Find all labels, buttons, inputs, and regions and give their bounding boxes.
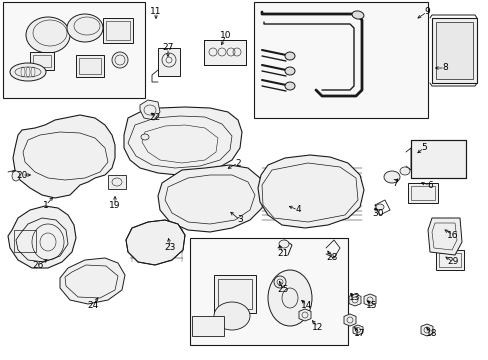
Ellipse shape bbox=[279, 240, 288, 248]
Text: 3: 3 bbox=[237, 216, 243, 225]
Bar bbox=[431, 18, 476, 83]
Text: 11: 11 bbox=[150, 8, 162, 17]
Polygon shape bbox=[352, 325, 362, 335]
Bar bbox=[435, 22, 472, 79]
Polygon shape bbox=[348, 294, 360, 306]
Text: 30: 30 bbox=[371, 208, 383, 217]
Ellipse shape bbox=[273, 276, 285, 288]
Ellipse shape bbox=[267, 270, 311, 326]
Polygon shape bbox=[258, 155, 363, 228]
Text: 23: 23 bbox=[164, 243, 175, 252]
Bar bbox=[407, 183, 437, 203]
Ellipse shape bbox=[375, 204, 383, 210]
Bar bbox=[108, 175, 126, 189]
Text: 28: 28 bbox=[325, 253, 337, 262]
Ellipse shape bbox=[214, 302, 249, 330]
Polygon shape bbox=[126, 220, 184, 265]
Polygon shape bbox=[60, 258, 125, 304]
Bar bbox=[192, 316, 224, 336]
Text: 9: 9 bbox=[423, 8, 429, 17]
Text: 5: 5 bbox=[420, 144, 426, 153]
Text: 13: 13 bbox=[348, 293, 360, 302]
Bar bbox=[410, 186, 434, 200]
Polygon shape bbox=[158, 165, 264, 232]
Text: 2: 2 bbox=[235, 158, 240, 167]
Bar bbox=[158, 48, 180, 76]
Polygon shape bbox=[124, 107, 242, 175]
Ellipse shape bbox=[26, 17, 70, 53]
Ellipse shape bbox=[141, 134, 149, 140]
Text: 19: 19 bbox=[109, 201, 121, 210]
Ellipse shape bbox=[351, 11, 363, 19]
Text: 16: 16 bbox=[447, 230, 458, 239]
Bar bbox=[203, 40, 245, 65]
Polygon shape bbox=[427, 218, 461, 255]
Text: 7: 7 bbox=[391, 179, 397, 188]
Bar bbox=[103, 18, 133, 43]
Bar bbox=[33, 55, 51, 67]
Polygon shape bbox=[420, 324, 432, 336]
Polygon shape bbox=[8, 206, 76, 268]
Text: 22: 22 bbox=[149, 113, 160, 122]
Ellipse shape bbox=[399, 167, 409, 175]
Text: 6: 6 bbox=[426, 180, 432, 189]
Ellipse shape bbox=[10, 63, 46, 81]
Ellipse shape bbox=[285, 67, 294, 75]
Bar bbox=[76, 55, 104, 77]
Ellipse shape bbox=[383, 171, 399, 183]
Polygon shape bbox=[343, 314, 355, 326]
Bar bbox=[203, 40, 245, 65]
Bar bbox=[3, 2, 145, 98]
Bar bbox=[190, 238, 347, 345]
Bar bbox=[218, 279, 251, 309]
Text: 4: 4 bbox=[295, 206, 300, 215]
Ellipse shape bbox=[285, 52, 294, 60]
Ellipse shape bbox=[282, 288, 297, 308]
Bar bbox=[30, 52, 54, 70]
Polygon shape bbox=[140, 100, 160, 120]
Bar bbox=[410, 140, 465, 178]
Text: 21: 21 bbox=[277, 248, 288, 257]
Text: 29: 29 bbox=[447, 257, 458, 266]
Ellipse shape bbox=[67, 14, 103, 42]
Bar bbox=[253, 2, 427, 118]
Text: 20: 20 bbox=[16, 171, 28, 180]
Text: 12: 12 bbox=[312, 323, 323, 332]
Text: 18: 18 bbox=[426, 328, 437, 338]
Text: 26: 26 bbox=[32, 261, 43, 270]
Text: 25: 25 bbox=[277, 285, 288, 294]
Text: 1: 1 bbox=[43, 201, 49, 210]
Polygon shape bbox=[363, 294, 375, 306]
Bar bbox=[14, 230, 36, 252]
Text: 15: 15 bbox=[366, 301, 377, 310]
Polygon shape bbox=[13, 115, 115, 198]
Text: 14: 14 bbox=[301, 301, 312, 310]
Bar bbox=[435, 250, 463, 270]
Text: 17: 17 bbox=[353, 328, 365, 338]
Text: 8: 8 bbox=[441, 63, 447, 72]
Bar bbox=[79, 58, 101, 74]
Text: 10: 10 bbox=[220, 31, 231, 40]
Text: 24: 24 bbox=[87, 301, 99, 310]
Text: 27: 27 bbox=[162, 44, 173, 53]
Bar bbox=[214, 275, 256, 313]
Polygon shape bbox=[298, 309, 310, 321]
Bar bbox=[410, 140, 465, 178]
Bar bbox=[106, 21, 130, 40]
Ellipse shape bbox=[12, 171, 20, 181]
Ellipse shape bbox=[285, 82, 294, 90]
Ellipse shape bbox=[112, 52, 128, 68]
Bar bbox=[438, 253, 460, 267]
